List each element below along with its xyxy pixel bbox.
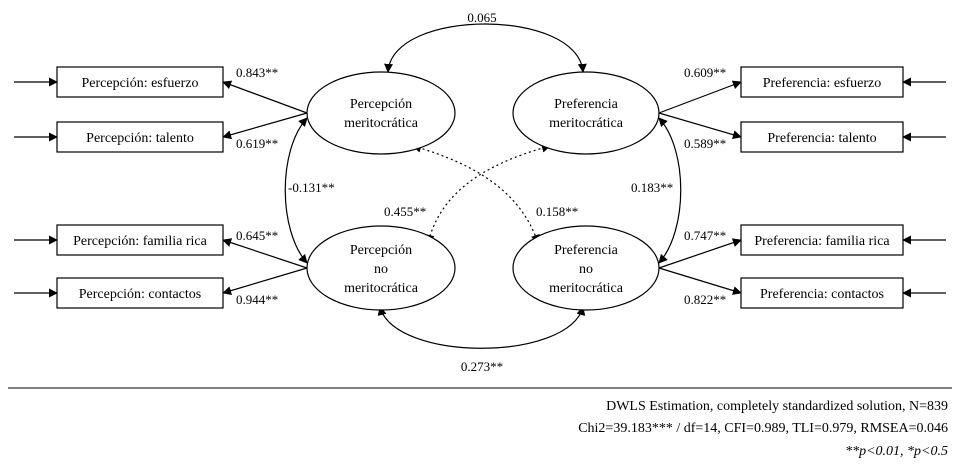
latent-pref-nomerit-line3: meritocrática xyxy=(549,281,624,296)
coef-cov-top: 0.065 xyxy=(467,10,496,25)
cov-curve-top xyxy=(384,23,587,73)
coef-perc-esfuerzo: 0.843** xyxy=(236,65,278,80)
indicator-boxes-left: Percepción: esfuerzo Percepción: talento… xyxy=(56,66,224,309)
label-perc-talento: Percepción: talento xyxy=(86,131,194,146)
loading-arrow-pref-familia xyxy=(658,238,742,269)
loading-arrow-pref-talento xyxy=(658,112,742,140)
ellipse-perc-nomerit xyxy=(306,225,456,311)
coef-pref-esfuerzo: 0.609** xyxy=(684,65,726,80)
latent-perc-nomerit-line1: Percepción xyxy=(350,243,412,258)
label-pref-contactos: Preferencia: contactos xyxy=(760,287,884,302)
latent-pref-merit: Preferencia meritocrática xyxy=(512,71,660,155)
coef-cov-diag-b: 0.158** xyxy=(536,204,578,219)
coef-cov-bottom: 0.273** xyxy=(461,359,503,374)
label-perc-contactos: Percepción: contactos xyxy=(79,287,201,302)
coef-pref-familia: 0.747** xyxy=(684,228,726,243)
latent-perc-merit-line2: meritocrática xyxy=(344,116,419,131)
coef-pref-contactos: 0.822** xyxy=(684,292,726,307)
note-fit-indices: Chi2=39.183*** / df=14, CFI=0.989, TLI=0… xyxy=(578,421,948,436)
ellipse-pref-nomerit xyxy=(512,225,660,311)
covariance-coefficients: 0.065 0.273** -0.131** 0.183** 0.455** 0… xyxy=(288,10,673,374)
latent-pref-merit-line1: Preferencia xyxy=(554,97,619,112)
latent-perc-merit-line1: Percepción xyxy=(350,97,412,112)
box-pref-esfuerzo xyxy=(740,66,904,98)
latent-pref-nomerit-line2: no xyxy=(579,262,593,277)
label-pref-esfuerzo: Preferencia: esfuerzo xyxy=(763,76,882,91)
latent-perc-nomerit-line3: meritocrática xyxy=(344,281,419,296)
covariance-curves xyxy=(284,23,682,349)
box-perc-familia xyxy=(56,224,224,256)
coef-cov-right: 0.183** xyxy=(631,180,673,195)
loading-arrow-perc-familia xyxy=(222,238,308,269)
ellipse-pref-merit xyxy=(512,71,660,155)
cov-curve-bottom xyxy=(377,306,586,349)
coef-cov-left: -0.131** xyxy=(288,180,335,195)
latent-perc-nomerit: Percepción no meritocrática xyxy=(306,225,456,311)
cov-curve-right xyxy=(658,117,682,264)
coef-pref-talento: 0.589** xyxy=(684,136,726,151)
coef-perc-familia: 0.645** xyxy=(236,228,278,243)
label-perc-esfuerzo: Percepción: esfuerzo xyxy=(82,76,199,91)
error-arrows xyxy=(14,77,946,298)
box-perc-esfuerzo xyxy=(56,66,224,98)
box-perc-contactos xyxy=(56,277,224,309)
loading-arrow-perc-esfuerzo xyxy=(222,80,308,114)
loading-arrow-pref-contactos xyxy=(658,267,742,295)
cov-curve-diag-b xyxy=(412,143,540,244)
box-pref-contactos xyxy=(740,277,904,309)
loading-arrow-perc-contactos xyxy=(222,267,308,296)
latent-perc-merit: Percepción meritocrática xyxy=(306,71,456,155)
indicator-boxes-right: Preferencia: esfuerzo Preferencia: talen… xyxy=(740,66,904,309)
note-estimation: DWLS Estimation, completely standardized… xyxy=(606,399,948,414)
latent-pref-nomerit-line1: Preferencia xyxy=(554,243,619,258)
label-perc-familia: Percepción: familia rica xyxy=(73,234,207,249)
cov-curve-left xyxy=(284,117,308,264)
label-pref-talento: Preferencia: talento xyxy=(767,131,876,146)
latent-pref-merit-line2: meritocrática xyxy=(549,116,624,131)
cov-curve-diag-a xyxy=(425,143,551,244)
coef-perc-contactos: 0.944** xyxy=(236,292,278,307)
box-pref-familia xyxy=(740,224,904,256)
coef-cov-diag-a: 0.455** xyxy=(384,204,426,219)
label-pref-familia: Preferencia: familia rica xyxy=(754,234,890,249)
box-pref-talento xyxy=(740,121,904,153)
box-perc-talento xyxy=(56,121,224,153)
loading-coefficients: 0.843** 0.619** 0.645** 0.944** 0.609** … xyxy=(236,65,726,307)
latent-perc-nomerit-line2: no xyxy=(374,262,388,277)
loading-arrow-pref-esfuerzo xyxy=(658,80,742,114)
loading-arrows xyxy=(222,80,742,296)
note-significance: **p<0.01, *p<0.5 xyxy=(845,444,948,459)
ellipse-perc-merit xyxy=(306,71,456,155)
latent-pref-nomerit: Preferencia no meritocrática xyxy=(512,225,660,311)
coef-perc-talento: 0.619** xyxy=(236,136,278,151)
loading-arrow-perc-talento xyxy=(222,112,308,140)
